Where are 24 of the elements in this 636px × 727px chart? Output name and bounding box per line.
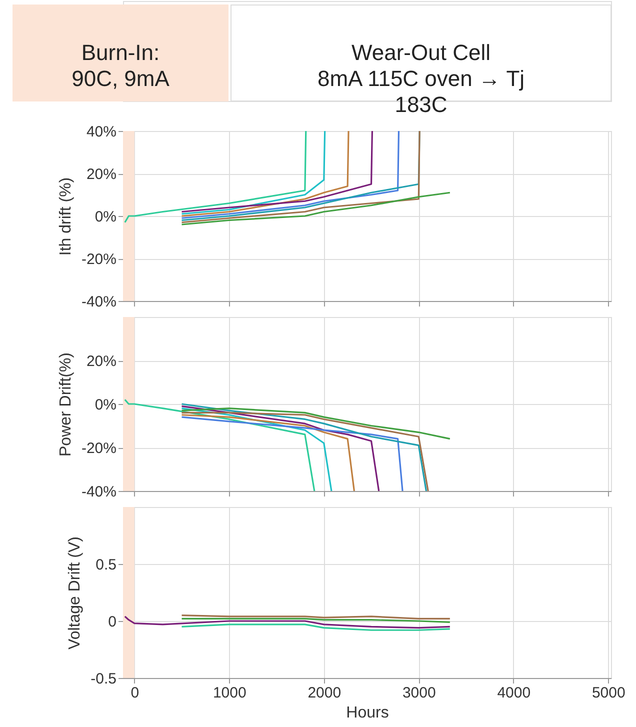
x-tick-label: 5000 — [592, 684, 626, 702]
x-tick-label: 4000 — [497, 684, 531, 702]
y-axis-title: Power Drift(%) — [57, 352, 74, 457]
y-tick-label: -40% — [81, 484, 116, 500]
y-tick-label: 0.5 — [96, 556, 116, 574]
y-tick-label: -40% — [81, 294, 116, 310]
y-tick-label: -20% — [81, 251, 116, 268]
y-tick-label: -20% — [81, 440, 116, 457]
y-tick-label: 20% — [86, 166, 116, 183]
y-tick-label: 40% — [86, 124, 116, 140]
x-tick-label: 1000 — [212, 684, 246, 702]
x-tick-label: 3000 — [402, 684, 436, 702]
y-tick-label: 0 — [108, 614, 116, 630]
text: Wear-Out Cell 8mA 115C oven → Tj 183C — [317, 40, 525, 117]
text: Burn-In: 90C, 9mA — [72, 40, 170, 91]
x-tick-label: 2000 — [308, 684, 342, 702]
x-tick-label: 0 — [130, 684, 140, 702]
y-tick-label: -0.5 — [90, 670, 116, 688]
y-tick-label: 0% — [94, 396, 116, 414]
y-axis-title: Ith drift (%) — [57, 177, 74, 256]
x-axis-title: Hours — [346, 704, 389, 722]
y-tick-label: 20% — [86, 353, 116, 370]
y-axis-title: Voltage Drift (V) — [66, 536, 84, 650]
y-tick-label: 0% — [94, 208, 116, 226]
